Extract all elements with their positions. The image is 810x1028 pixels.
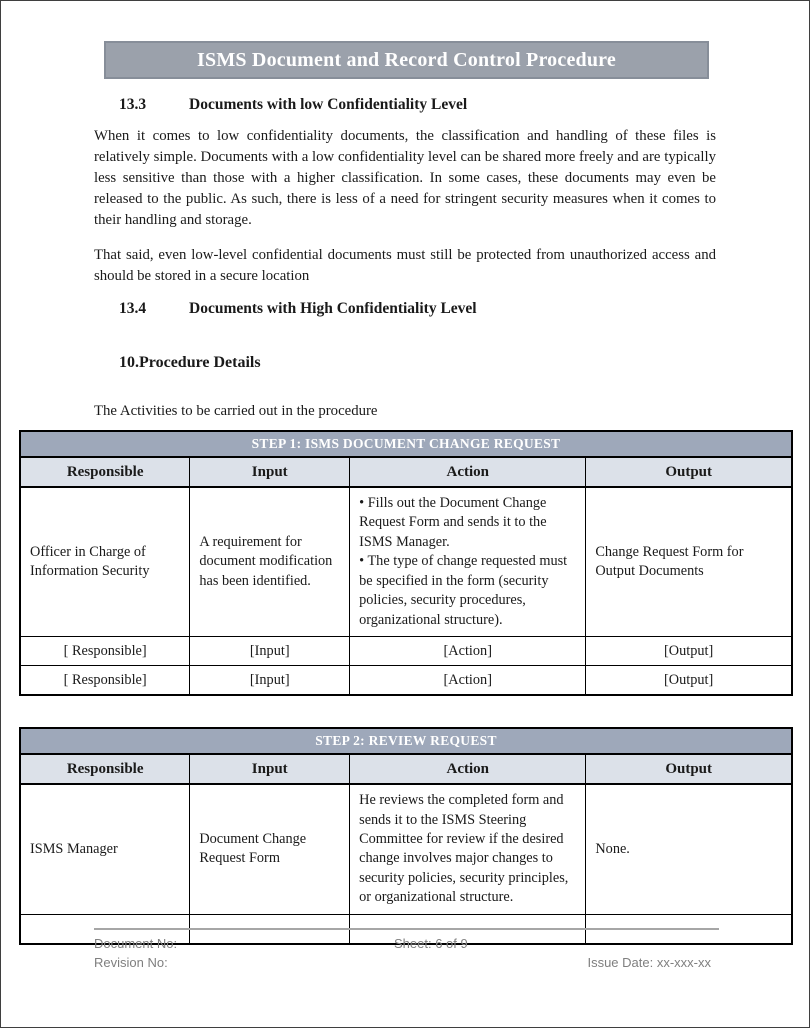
table-row: [ Responsible] [Input] [Action] [Output] bbox=[19, 665, 793, 696]
cell-output: [Output] bbox=[585, 636, 793, 667]
cell-responsible: ISMS Manager bbox=[19, 783, 191, 915]
step1-title: STEP 1: ISMS DOCUMENT CHANGE REQUEST bbox=[19, 430, 793, 458]
cell-action: [Action] bbox=[349, 665, 587, 696]
cell-output: None. bbox=[585, 783, 793, 915]
section-title: Documents with low Confidentiality Level bbox=[189, 96, 468, 113]
column-header-responsible: Responsible bbox=[19, 456, 191, 488]
column-header-output: Output bbox=[585, 456, 793, 488]
cell-action: [Action] bbox=[349, 636, 587, 667]
step1-header-row: Responsible Input Action Output bbox=[19, 456, 793, 488]
footer-revision-no: Revision No: bbox=[94, 955, 168, 970]
table-intro-line: The Activities to be carried out in the … bbox=[94, 403, 378, 419]
cell-output: Change Request Form for Output Documents bbox=[585, 486, 793, 638]
column-header-input: Input bbox=[189, 456, 351, 488]
cell-responsible: [ Responsible] bbox=[19, 665, 191, 696]
footer-issue-date: Issue Date: xx-xxx-xx bbox=[587, 955, 711, 970]
section-heading-13-4: 13.4 Documents with High Confidentiality… bbox=[119, 300, 809, 318]
paragraph-low-confidentiality: When it comes to low confidentiality doc… bbox=[94, 128, 716, 228]
cell-responsible: [ Responsible] bbox=[19, 636, 191, 667]
cell-action: He reviews the completed form and sends … bbox=[349, 783, 587, 915]
paragraph-protection-note: That said, even low-level confidential d… bbox=[94, 247, 716, 284]
step2-title: STEP 2: REVIEW REQUEST bbox=[19, 727, 793, 756]
step2-header-row: Responsible Input Action Output bbox=[19, 753, 793, 786]
step2-table: STEP 2: REVIEW REQUEST Responsible Input… bbox=[19, 727, 793, 945]
column-header-output: Output bbox=[585, 753, 793, 786]
cell-input: [Input] bbox=[189, 665, 351, 696]
footer-row-1: Document No: Sheet: 6 of 9 bbox=[94, 936, 719, 955]
document-title: ISMS Document and Record Control Procedu… bbox=[197, 48, 616, 71]
column-header-action: Action bbox=[349, 456, 587, 488]
table-row: [ Responsible] [Input] [Action] [Output] bbox=[19, 636, 793, 667]
cell-action: • Fills out the Document Change Request … bbox=[349, 486, 587, 638]
footer-divider bbox=[94, 928, 719, 930]
step1-title-row: STEP 1: ISMS DOCUMENT CHANGE REQUEST bbox=[19, 430, 793, 458]
section-heading-procedure-details: 10.Procedure Details bbox=[119, 354, 261, 371]
footer-row-2: Revision No: Issue Date: xx-xxx-xx bbox=[94, 955, 719, 974]
step2-title-row: STEP 2: REVIEW REQUEST bbox=[19, 727, 793, 756]
document-title-banner: ISMS Document and Record Control Procedu… bbox=[104, 41, 709, 79]
cell-input: [Input] bbox=[189, 636, 351, 667]
section-number: 13.4 bbox=[119, 300, 147, 317]
cell-input: Document Change Request Form bbox=[189, 783, 351, 915]
table-row: Officer in Charge of Information Securit… bbox=[19, 486, 793, 638]
column-header-input: Input bbox=[189, 753, 351, 786]
column-header-responsible: Responsible bbox=[19, 753, 191, 786]
table-row: ISMS Manager Document Change Request For… bbox=[19, 783, 793, 915]
step1-table: STEP 1: ISMS DOCUMENT CHANGE REQUEST Res… bbox=[19, 430, 793, 697]
column-header-action: Action bbox=[349, 753, 587, 786]
footer-document-no: Document No: bbox=[94, 936, 178, 951]
section-heading-13-3: 13.3 Documents with low Confidentiality … bbox=[119, 96, 809, 114]
cell-output: [Output] bbox=[585, 665, 793, 696]
footer-sheet: Sheet: 6 of 9 bbox=[394, 936, 468, 951]
cell-input: A requirement for document modification … bbox=[189, 486, 351, 638]
section-title: Documents with High Confidentiality Leve… bbox=[189, 300, 477, 317]
section-number: 13.3 bbox=[119, 96, 147, 113]
page-footer: Document No: Sheet: 6 of 9 Revision No: … bbox=[94, 928, 719, 974]
cell-responsible: Officer in Charge of Information Securit… bbox=[19, 486, 191, 638]
